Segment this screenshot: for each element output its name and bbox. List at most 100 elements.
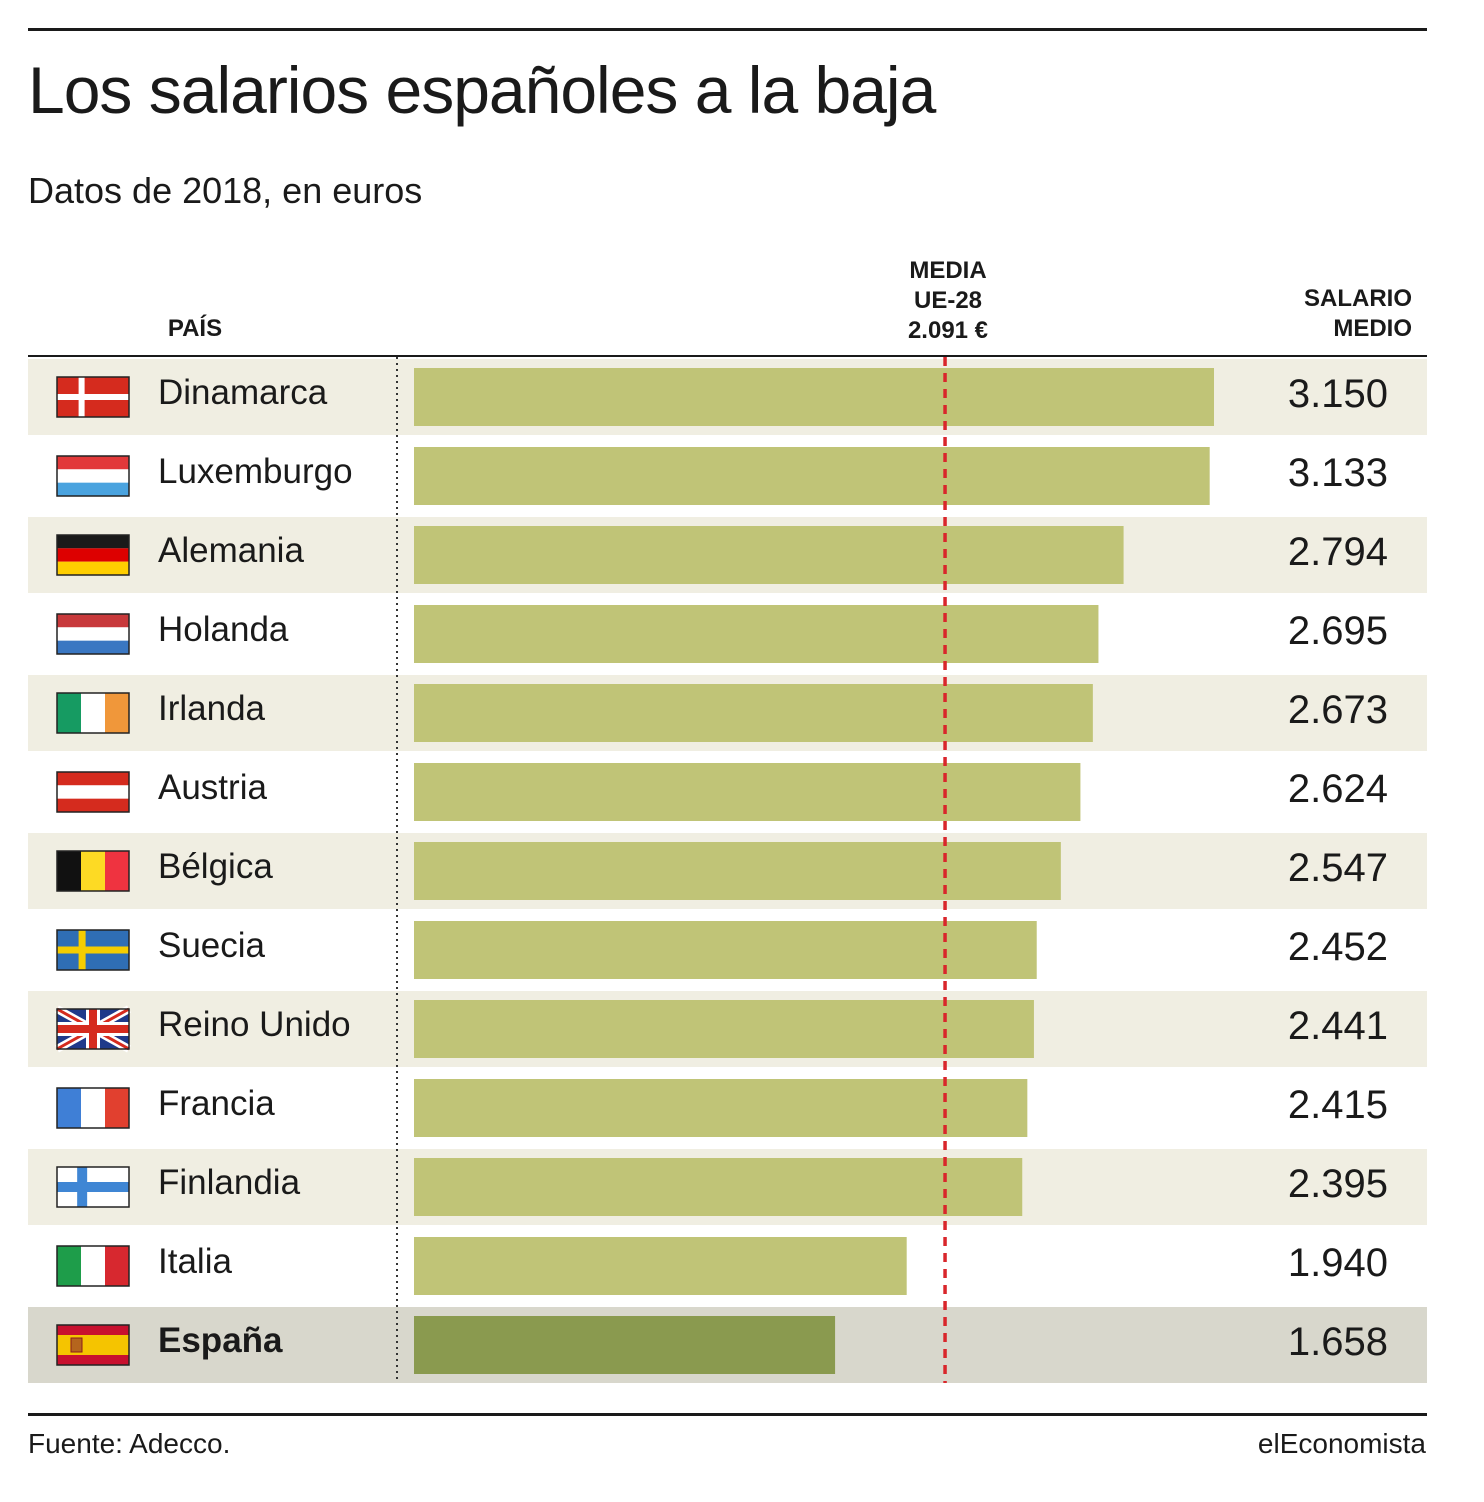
brand-logo: elEconomista	[1257, 1428, 1426, 1459]
category-label-finlandia: Finlandia	[158, 1163, 301, 1202]
header-rule	[28, 355, 1427, 357]
bottom-rule	[28, 1413, 1427, 1416]
germany-flag	[56, 534, 130, 576]
flag-stripe	[105, 851, 129, 891]
flag-stripe	[57, 851, 81, 891]
value-label-austria: 2.624	[1288, 767, 1388, 811]
category-label-espana: España	[158, 1321, 283, 1360]
category-label-austria: Austria	[158, 768, 267, 807]
top-rule	[28, 28, 1427, 31]
luxembourg-flag	[56, 455, 130, 497]
category-label-reino-unido: Reino Unido	[158, 1005, 351, 1044]
chart-subtitle: Datos de 2018, en euros	[28, 170, 423, 211]
uk-flag	[55, 1005, 131, 1053]
flag-border	[56, 1008, 130, 1050]
value-label-reino-unido: 2.441	[1288, 1004, 1388, 1048]
bar-holanda	[414, 605, 1099, 663]
flag-stripe	[57, 614, 129, 628]
flag-stripe	[57, 693, 81, 733]
value-label-francia: 2.415	[1288, 1083, 1388, 1127]
italy-flag	[56, 1245, 130, 1287]
bar-luxemburgo	[414, 447, 1210, 505]
bar-francia	[414, 1079, 1028, 1137]
value-label-dinamarca: 3.150	[1288, 372, 1388, 416]
flag-stripe	[57, 535, 129, 549]
reference-line-label-line3: 2.091 €	[907, 317, 989, 344]
column-header-salario: SALARIO MEDIO	[1262, 284, 1412, 344]
netherlands-flag	[56, 613, 130, 655]
flag-border	[56, 1087, 130, 1129]
bar-italia	[414, 1237, 907, 1295]
bar-austria	[414, 763, 1081, 821]
flag-stripe	[81, 851, 105, 891]
flag-stripe	[57, 785, 129, 799]
source-note: Fuente: Adecco.	[28, 1428, 231, 1459]
finland-flag	[56, 1166, 130, 1208]
flag-stripe	[57, 548, 129, 562]
flag-stripe	[57, 640, 129, 654]
value-label-finlandia: 2.395	[1288, 1162, 1388, 1206]
flag-stripe-middle	[57, 1335, 129, 1355]
flag-stripe	[57, 798, 129, 812]
bar-belgica	[414, 842, 1061, 900]
flag-stripe	[57, 456, 129, 470]
bar-espana	[414, 1316, 836, 1374]
value-label-italia: 1.940	[1288, 1241, 1388, 1285]
value-label-suecia: 2.452	[1288, 925, 1388, 969]
column-header-salario-line1: SALARIO	[1304, 285, 1412, 312]
flag-border	[56, 850, 130, 892]
flag-border	[56, 613, 130, 655]
category-label-alemania: Alemania	[158, 531, 304, 570]
denmark-flag	[56, 376, 130, 418]
flag-stripe	[81, 693, 105, 733]
flag-border	[56, 376, 130, 418]
flag-stripe	[57, 1246, 81, 1286]
category-label-irlanda: Irlanda	[158, 689, 266, 728]
flag-border	[56, 692, 130, 734]
category-label-francia: Francia	[158, 1084, 275, 1123]
flag-stripe	[57, 561, 129, 575]
flag-stripe	[57, 469, 129, 483]
flag-border	[56, 1324, 130, 1366]
reference-line-label-line2: UE-28	[913, 287, 983, 314]
category-label-suecia: Suecia	[158, 926, 266, 965]
spain-flag	[56, 1324, 130, 1366]
flag-border	[56, 771, 130, 813]
reference-line-label: MEDIA UE-28 2.091 €	[880, 256, 1016, 346]
chart-title: Los salarios españoles a la baja	[28, 53, 936, 127]
ireland-flag	[56, 692, 130, 734]
reference-line-label-line1: MEDIA	[909, 257, 987, 284]
value-label-belgica: 2.547	[1288, 846, 1388, 890]
sweden-flag	[56, 929, 130, 971]
flag-cross-h	[57, 394, 129, 400]
value-label-holanda: 2.695	[1288, 609, 1388, 653]
category-label-italia: Italia	[158, 1242, 232, 1281]
flag-stripe	[57, 482, 129, 496]
bar-reino-unido	[414, 1000, 1034, 1058]
flag-stripe	[81, 1246, 105, 1286]
value-label-espana: 1.658	[1288, 1320, 1388, 1364]
flag-stripe	[57, 772, 129, 786]
flag-cross-red-h	[57, 1025, 129, 1033]
value-label-alemania: 2.794	[1288, 530, 1388, 574]
flag-stripe	[57, 627, 129, 641]
flag-coat-of-arms	[70, 1337, 83, 1353]
flag-stripe	[105, 693, 129, 733]
category-label-luxemburgo: Luxemburgo	[158, 452, 353, 491]
bar-suecia	[414, 921, 1037, 979]
category-label-dinamarca: Dinamarca	[158, 373, 328, 412]
flag-stripe	[57, 1088, 81, 1128]
bar-finlandia	[414, 1158, 1023, 1216]
flag-stripe	[105, 1246, 129, 1286]
bar-alemania	[414, 526, 1124, 584]
flag-border	[56, 1245, 130, 1287]
flag-border	[56, 1166, 130, 1208]
column-header-pais: PAÍS	[167, 315, 223, 342]
flag-border	[56, 929, 130, 971]
bar-dinamarca	[414, 368, 1214, 426]
category-label-holanda: Holanda	[158, 610, 289, 649]
flag-stripe	[81, 1088, 105, 1128]
column-header-salario-line2: MEDIO	[1333, 315, 1412, 342]
value-label-irlanda: 2.673	[1288, 688, 1388, 732]
